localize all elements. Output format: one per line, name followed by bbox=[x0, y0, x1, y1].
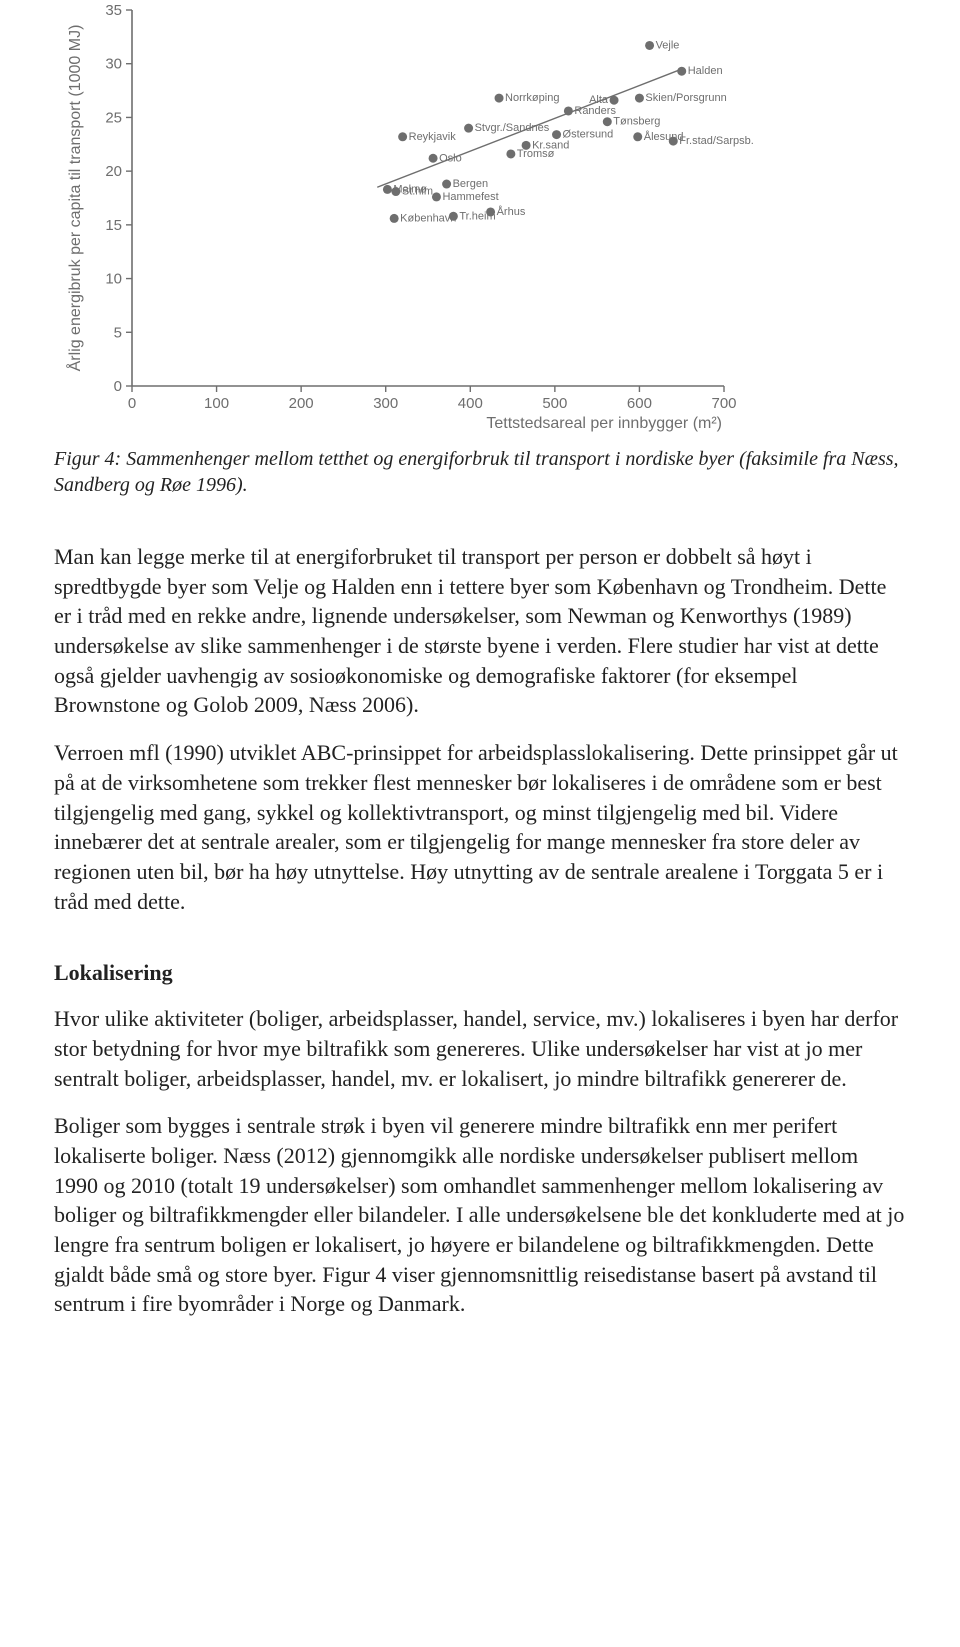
svg-text:Norrkøping: Norrkøping bbox=[505, 92, 559, 104]
svg-text:Århus: Århus bbox=[497, 205, 526, 218]
svg-text:Kr.sand: Kr.sand bbox=[532, 139, 569, 151]
body-paragraph-2: Verroen mfl (1990) utviklet ABC-prinsipp… bbox=[54, 738, 906, 916]
section-heading-lokalisering: Lokalisering bbox=[54, 960, 906, 986]
svg-text:35: 35 bbox=[105, 2, 122, 19]
svg-text:Stvgr./Sandnes: Stvgr./Sandnes bbox=[475, 122, 550, 134]
svg-text:0: 0 bbox=[114, 378, 122, 395]
svg-text:0: 0 bbox=[128, 395, 136, 412]
svg-text:30: 30 bbox=[105, 56, 122, 73]
svg-text:700: 700 bbox=[711, 395, 736, 412]
svg-text:København: København bbox=[400, 212, 456, 224]
svg-text:5: 5 bbox=[114, 324, 122, 341]
svg-text:Oslo: Oslo bbox=[439, 152, 462, 164]
document-page: 0 5 10 15 20 25 30 35 0 100 200 300 400 500 600 700 Tett… bbox=[0, 0, 960, 1377]
svg-text:Randers: Randers bbox=[574, 105, 616, 117]
svg-text:Halden: Halden bbox=[688, 65, 723, 77]
svg-text:Fr.stad/Sarpsb.: Fr.stad/Sarpsb. bbox=[679, 135, 754, 147]
svg-text:400: 400 bbox=[458, 395, 483, 412]
svg-text:Tettstedsareal per innbygger (: Tettstedsareal per innbygger (m²) bbox=[486, 415, 722, 432]
body-paragraph-3: Hvor ulike aktiviteter (boliger, arbeids… bbox=[54, 1004, 906, 1093]
svg-text:Hammefest: Hammefest bbox=[442, 191, 498, 203]
svg-text:Østersund: Østersund bbox=[563, 129, 614, 141]
scatter-chart-svg: 0 5 10 15 20 25 30 35 0 100 200 300 400 500 600 700 Tett… bbox=[54, 0, 774, 438]
svg-text:Skien/Porsgrunn: Skien/Porsgrunn bbox=[645, 92, 726, 104]
svg-text:20: 20 bbox=[105, 163, 122, 180]
figure-4-chart: 0 5 10 15 20 25 30 35 0 100 200 300 400 500 600 700 Tett… bbox=[54, 0, 774, 438]
svg-text:Tønsberg: Tønsberg bbox=[613, 116, 660, 128]
figure-4-caption: Figur 4: Sammenhenger mellom tetthet og … bbox=[54, 446, 906, 498]
svg-text:Årlig energibruk per capita ti: Årlig energibruk per capita til transpor… bbox=[65, 25, 84, 372]
svg-text:Vejle: Vejle bbox=[656, 39, 680, 51]
svg-text:15: 15 bbox=[105, 217, 122, 234]
svg-text:500: 500 bbox=[542, 395, 567, 412]
svg-text:10: 10 bbox=[105, 271, 122, 288]
svg-text:St.hlm: St.hlm bbox=[402, 186, 433, 198]
body-paragraph-4: Boliger som bygges i sentrale strøk i by… bbox=[54, 1111, 906, 1319]
svg-text:25: 25 bbox=[105, 109, 122, 126]
svg-text:Reykjavik: Reykjavik bbox=[409, 131, 457, 143]
svg-text:Alta: Alta bbox=[589, 94, 609, 106]
svg-text:Bergen: Bergen bbox=[453, 178, 488, 190]
svg-text:600: 600 bbox=[627, 395, 652, 412]
svg-text:100: 100 bbox=[204, 395, 229, 412]
body-paragraph-1: Man kan legge merke til at energiforbruk… bbox=[54, 542, 906, 720]
svg-text:200: 200 bbox=[289, 395, 314, 412]
svg-text:300: 300 bbox=[373, 395, 398, 412]
